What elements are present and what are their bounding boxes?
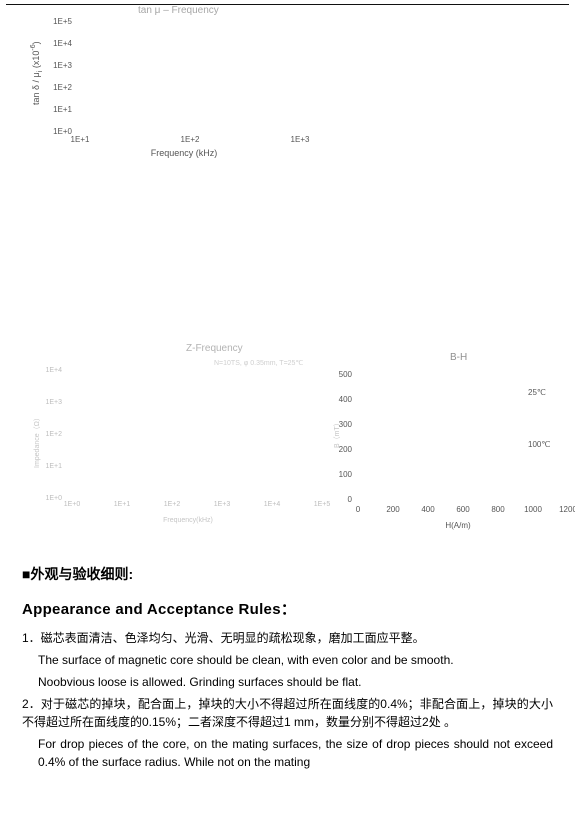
chart3-title: B-H	[450, 352, 467, 363]
chart3-series-0: 25℃	[528, 388, 546, 397]
svg-text:400: 400	[421, 505, 435, 514]
item1-en-b: Noobvious loose is allowed. Grinding sur…	[22, 673, 553, 691]
svg-text:0: 0	[356, 505, 361, 514]
svg-text:500: 500	[339, 370, 353, 379]
section-heading-zh: ■外观与验收细则:	[22, 564, 553, 584]
chart3-series-1: 100℃	[528, 440, 550, 449]
svg-text:1000: 1000	[524, 505, 542, 514]
chart3-ylabel: B（mT）	[332, 419, 342, 448]
svg-text:100: 100	[339, 470, 353, 479]
svg-text:800: 800	[491, 505, 505, 514]
item2-zh: 2．对于磁芯的掉块，配合面上，掉块的大小不得超过所在面线度的0.4%；非配合面上…	[22, 695, 553, 731]
svg-text:200: 200	[386, 505, 400, 514]
doc-section: ■外观与验收细则: Appearance and Acceptance Rule…	[22, 564, 553, 775]
svg-text:1200: 1200	[559, 505, 575, 514]
chart3-xlabel: H(A/m)	[445, 521, 471, 530]
section-heading-en: Appearance and Acceptance Rules：	[22, 598, 553, 619]
item1-en-a: The surface of magnetic core should be c…	[22, 651, 553, 669]
svg-text:400: 400	[339, 395, 353, 404]
svg-text:600: 600	[456, 505, 470, 514]
chart3-xticks: 0 200 400 600 800 1000 1200	[356, 505, 575, 514]
svg-text:0: 0	[348, 495, 353, 504]
item2-en: For drop pieces of the core, on the mati…	[22, 735, 553, 771]
item1-zh: 1．磁芯表面清洁、色泽均匀、光滑、无明显的疏松现象，磨加工面应平整。	[22, 629, 553, 647]
